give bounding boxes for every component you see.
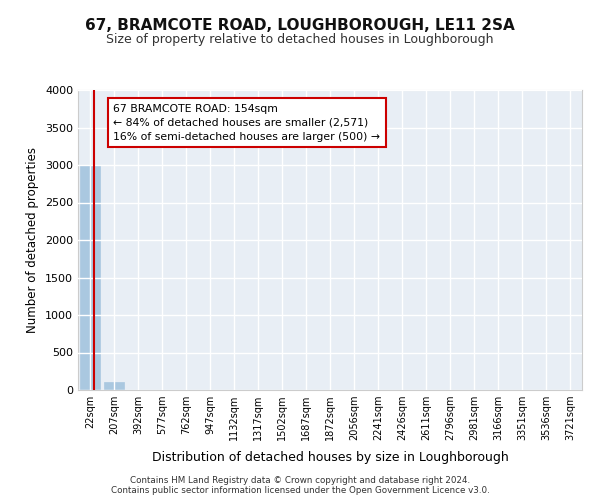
Text: Size of property relative to detached houses in Loughborough: Size of property relative to detached ho… [106,32,494,46]
Text: 67 BRAMCOTE ROAD: 154sqm
← 84% of detached houses are smaller (2,571)
16% of sem: 67 BRAMCOTE ROAD: 154sqm ← 84% of detach… [113,104,380,142]
Y-axis label: Number of detached properties: Number of detached properties [26,147,40,333]
Bar [80,165,100,390]
Text: Contains HM Land Registry data © Crown copyright and database right 2024.
Contai: Contains HM Land Registry data © Crown c… [110,476,490,495]
Bar [104,382,124,390]
X-axis label: Distribution of detached houses by size in Loughborough: Distribution of detached houses by size … [152,452,508,464]
Text: 67, BRAMCOTE ROAD, LOUGHBOROUGH, LE11 2SA: 67, BRAMCOTE ROAD, LOUGHBOROUGH, LE11 2S… [85,18,515,32]
